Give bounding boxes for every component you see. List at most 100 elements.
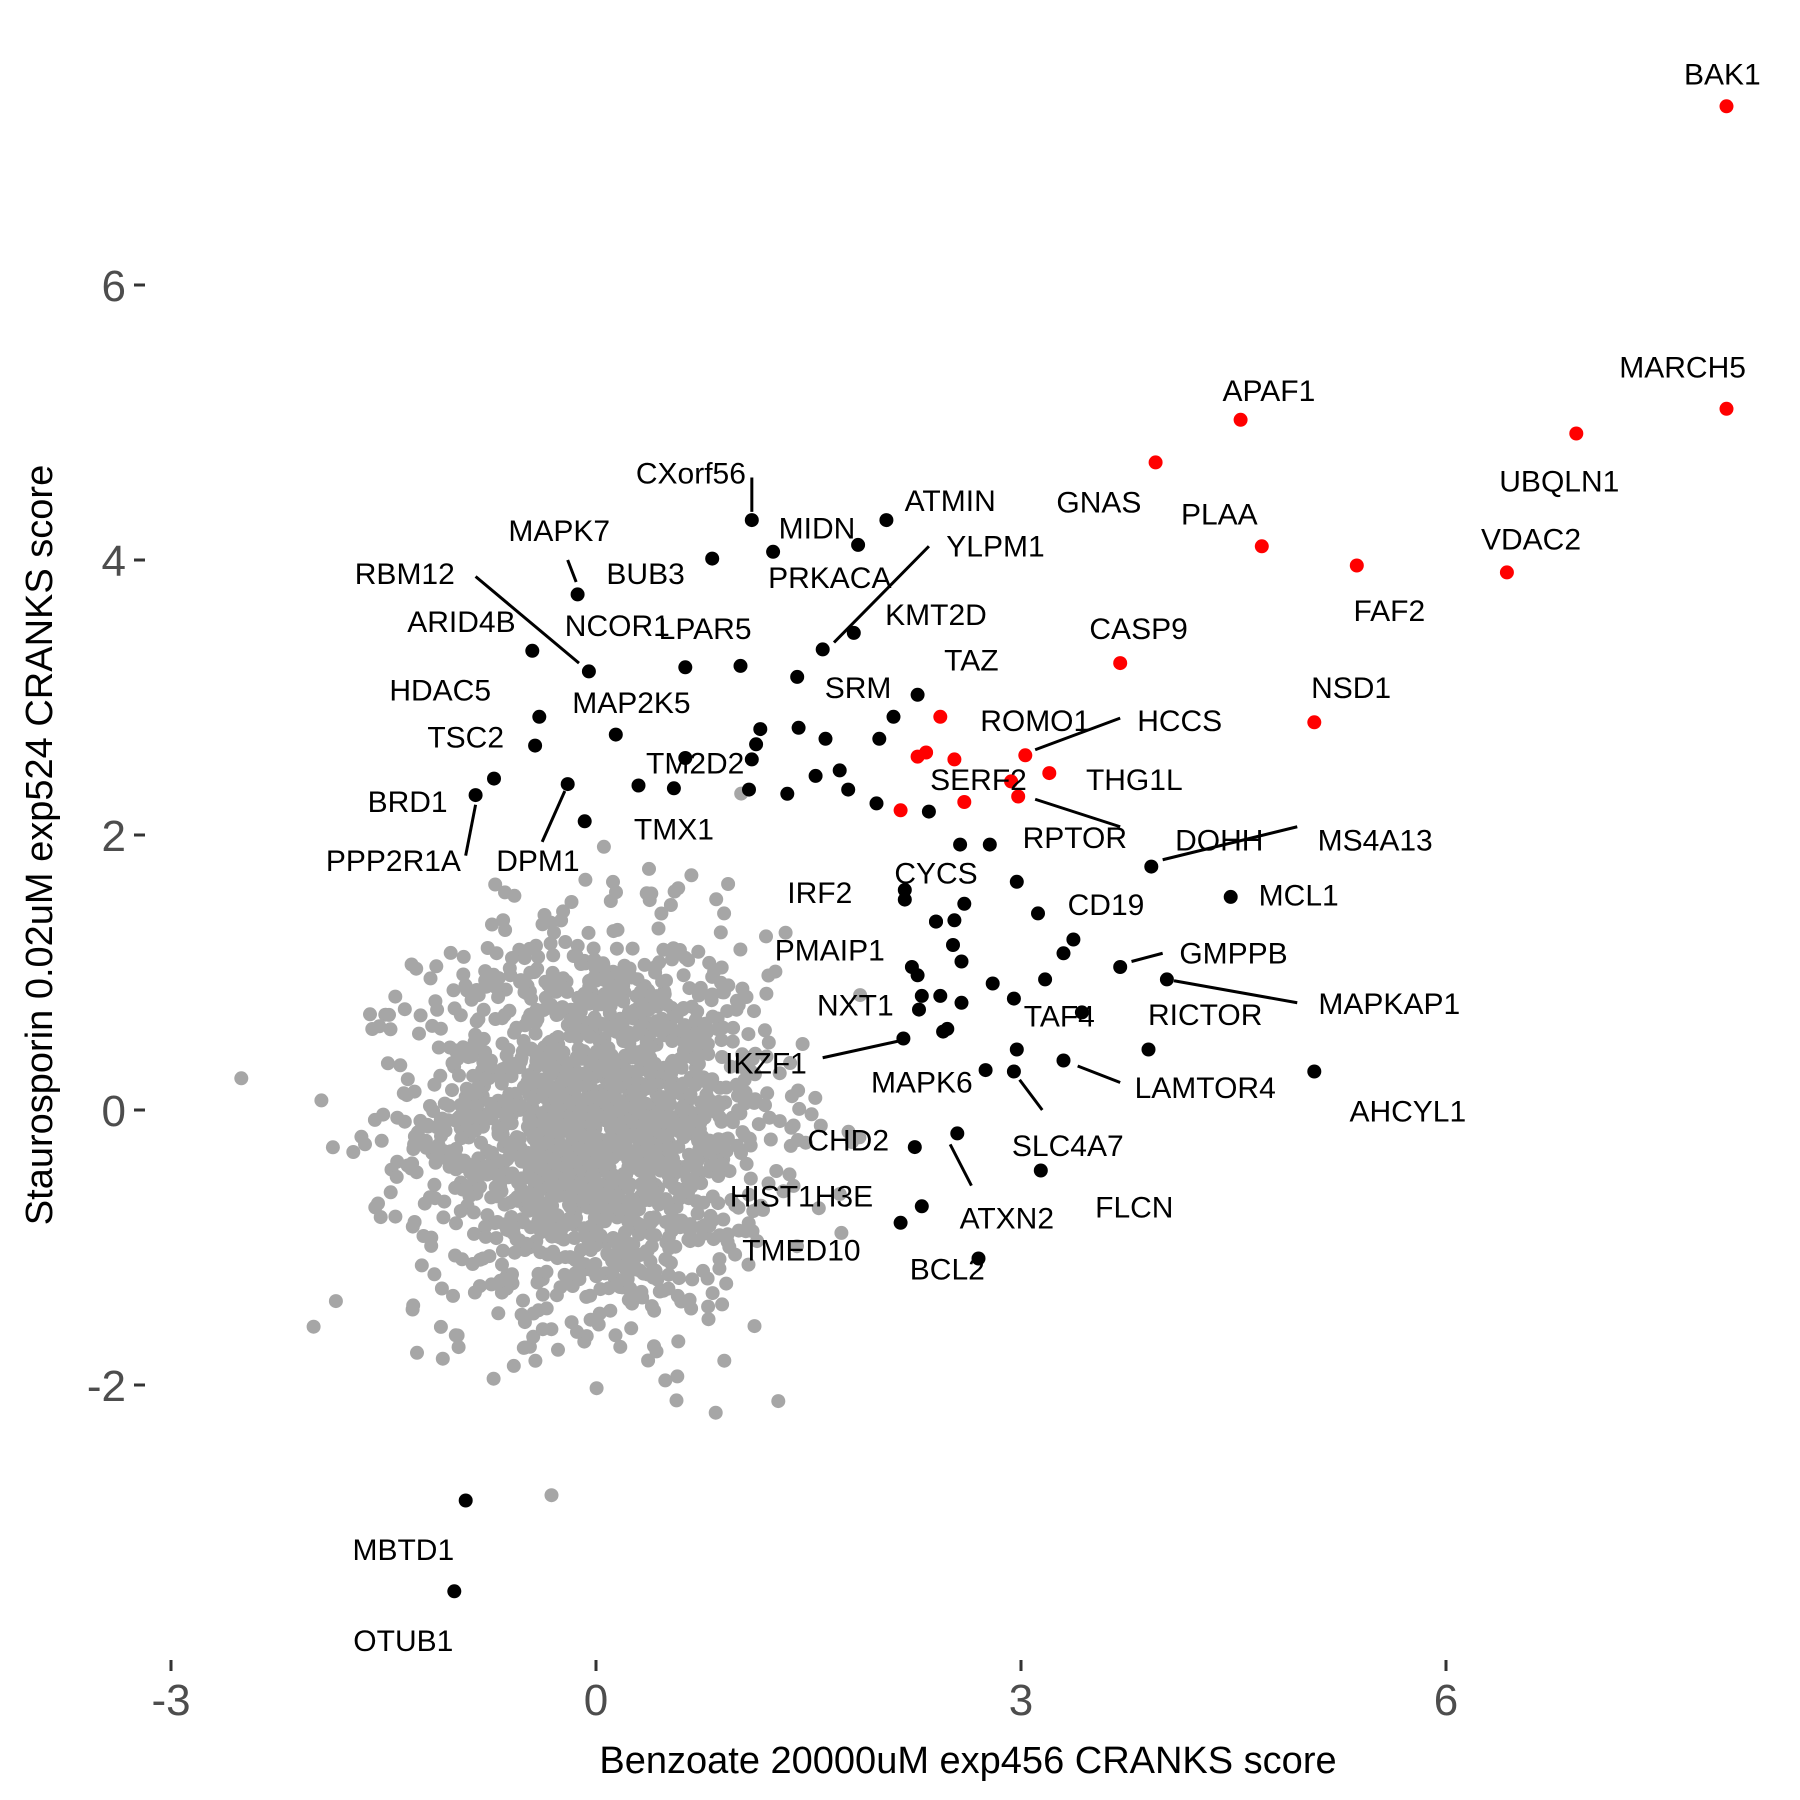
point-lpar5 — [733, 658, 748, 673]
background-point — [562, 1197, 576, 1212]
point — [872, 731, 887, 746]
background-point — [492, 1154, 507, 1169]
label-midn: MIDN — [779, 512, 856, 545]
label-ahcyl1: AHCYL1 — [1349, 1095, 1466, 1128]
background-point — [711, 1169, 726, 1183]
background-point — [509, 1020, 524, 1035]
label-thg1l: THG1L — [1086, 764, 1183, 797]
background-point — [649, 1344, 664, 1359]
background-point — [536, 1085, 551, 1100]
background-point — [625, 1192, 640, 1207]
background-point — [612, 1203, 627, 1218]
point-casp9 — [1113, 656, 1128, 671]
background-point — [672, 1271, 686, 1286]
background-point — [410, 1345, 424, 1360]
background-point — [670, 1164, 685, 1179]
background-point — [522, 941, 537, 956]
background-point — [712, 1261, 727, 1276]
label-cycs: CYCS — [894, 858, 977, 891]
background-point — [571, 1000, 586, 1015]
background-point — [406, 1142, 421, 1156]
background-point — [694, 1176, 709, 1191]
background-point — [397, 1002, 412, 1017]
background-point — [670, 1288, 685, 1303]
leader-dpm1 — [540, 790, 567, 843]
leader-atxn2 — [948, 1143, 973, 1187]
background-point — [544, 1190, 559, 1205]
background-point — [714, 960, 729, 975]
point-tsc2 — [528, 738, 543, 753]
background-point — [550, 1251, 565, 1266]
background-point — [478, 964, 493, 979]
background-point — [382, 1007, 396, 1022]
leader-lamtor4 — [1077, 1064, 1121, 1084]
point-gnas — [1148, 455, 1163, 470]
label-srm: SRM — [825, 672, 892, 705]
background-point — [662, 1175, 677, 1190]
label-rbm12: RBM12 — [355, 558, 455, 591]
background-point — [682, 981, 697, 996]
label-serf2: SERF2 — [930, 764, 1027, 797]
background-point — [491, 1121, 506, 1136]
background-point — [600, 1246, 615, 1261]
background-point — [759, 986, 774, 1001]
background-point — [741, 1027, 756, 1042]
point-gmppb — [1113, 960, 1128, 974]
background-point — [683, 1234, 698, 1249]
point-otub1 — [447, 1584, 462, 1599]
background-point — [383, 1185, 398, 1200]
label-arid4b: ARID4B — [407, 606, 515, 639]
background-point — [705, 1009, 720, 1024]
background-point — [502, 1136, 517, 1150]
background-point — [363, 1007, 377, 1022]
point — [1066, 932, 1081, 947]
background-point — [465, 1124, 480, 1139]
background-point — [776, 1184, 791, 1199]
point-slc4a7 — [1006, 1064, 1021, 1079]
background-point — [631, 1063, 646, 1078]
background-point — [413, 1008, 428, 1023]
label-flcn: FLCN — [1095, 1192, 1173, 1225]
background-point — [725, 1034, 740, 1049]
label-hccs: HCCS — [1137, 705, 1222, 738]
label-ncor1: NCOR1 — [565, 610, 670, 643]
background-point — [414, 1258, 429, 1273]
background-point — [448, 1180, 463, 1195]
background-point — [489, 1231, 504, 1246]
background-point — [741, 1257, 756, 1272]
background-point — [632, 1227, 646, 1242]
background-point — [690, 1004, 705, 1019]
label-chd2: CHD2 — [807, 1124, 889, 1157]
background-point — [691, 988, 706, 1003]
background-point — [556, 904, 571, 919]
label-tmx1: TMX1 — [634, 814, 714, 847]
background-point — [469, 983, 484, 997]
label-prkaca: PRKACA — [768, 562, 891, 595]
label-nxt1: NXT1 — [817, 990, 894, 1023]
x-tick-label: 3 — [1009, 1676, 1033, 1725]
background-point — [583, 1288, 598, 1303]
background-point — [559, 1143, 574, 1158]
background-point — [811, 1201, 826, 1216]
background-point — [615, 993, 630, 1008]
label-nsd1: NSD1 — [1311, 672, 1391, 705]
point-hist1h3e — [907, 1140, 922, 1155]
label-hdac5: HDAC5 — [389, 675, 491, 708]
background-point — [490, 1215, 505, 1229]
point-atmin — [879, 513, 894, 528]
label-bak1: BAK1 — [1684, 59, 1761, 92]
leader-ikzf1 — [822, 1039, 899, 1060]
background-point — [454, 1131, 469, 1146]
background-point — [763, 1132, 778, 1147]
background-point — [672, 943, 687, 957]
background-point — [607, 1055, 621, 1069]
point — [1004, 774, 1019, 789]
background-point — [587, 1210, 602, 1225]
point — [978, 1063, 993, 1078]
background-point — [555, 1000, 570, 1015]
background-point — [431, 1040, 446, 1055]
background-point — [517, 1315, 532, 1330]
background-point — [705, 1286, 720, 1301]
background-point — [586, 941, 601, 956]
label-vdac2: VDAC2 — [1481, 523, 1581, 556]
